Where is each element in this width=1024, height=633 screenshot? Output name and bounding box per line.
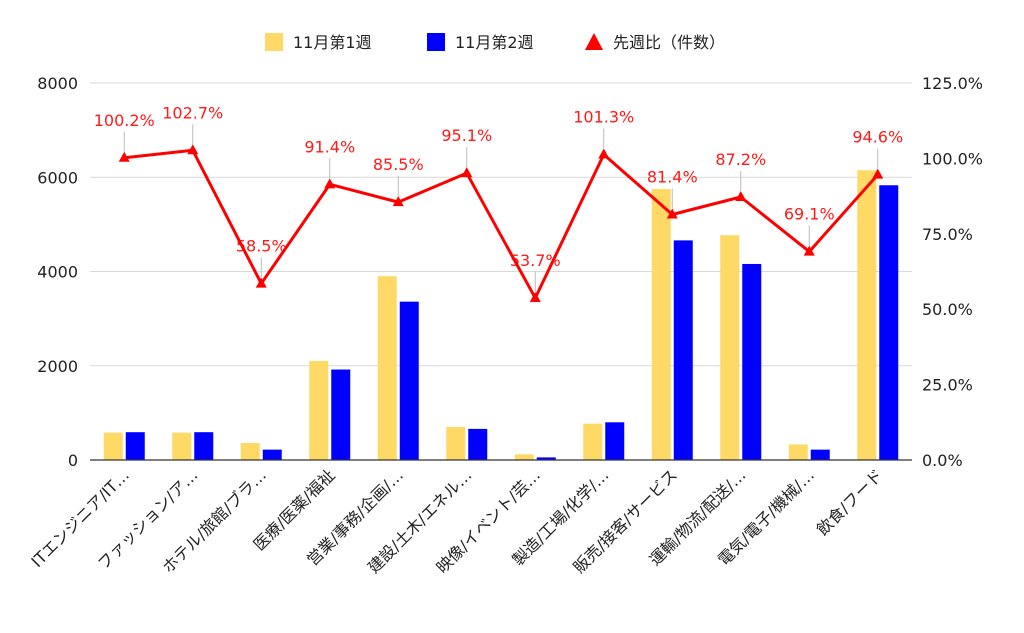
- legend-swatch: [265, 33, 283, 51]
- legend-label: 先週比（件数）: [613, 33, 725, 52]
- ratio-point: [529, 292, 541, 303]
- bar-week1: [514, 454, 534, 460]
- ratio-point: [666, 208, 678, 219]
- bar-week1: [651, 189, 671, 460]
- legend: 11月第1週 11月第2週 先週比（件数）: [265, 33, 725, 52]
- legend-label: 11月第2週: [455, 33, 534, 52]
- y-right-tick-label: 125.0%: [922, 74, 983, 93]
- ratio-point: [392, 196, 404, 207]
- ratio-point: [803, 245, 815, 256]
- bar-week2: [399, 301, 419, 460]
- bar-week1: [446, 427, 466, 460]
- bar-week1: [857, 170, 877, 460]
- ratio-point: [118, 151, 130, 162]
- ratio-data-label: 58.5%: [236, 237, 287, 256]
- ratio-point: [735, 191, 747, 202]
- bar-week2: [810, 449, 830, 460]
- bar-week1: [377, 276, 397, 460]
- axes: 0 2000 4000 6000 8000 0.0% 25.0% 50.0% 75.0% 100.…: [27, 74, 983, 577]
- bar-week2: [262, 449, 282, 460]
- bar-week2: [536, 457, 556, 460]
- ratio-data-label: 85.5%: [373, 155, 424, 174]
- y-left-tick-label: 2000: [37, 357, 78, 376]
- bar-week2: [194, 432, 214, 460]
- ratio-point: [461, 167, 473, 178]
- ratio-data-label: 69.1%: [784, 205, 835, 224]
- ratio-data-label: 94.6%: [852, 128, 903, 147]
- ratio-line-series: 100.2% 102.7% 58.5% 91.4% 85.5% 95.1% 53.7% 101…: [94, 103, 903, 303]
- bar-week2: [605, 422, 625, 460]
- legend-swatch: [427, 33, 445, 51]
- y-right-tick-label: 50.0%: [922, 300, 973, 319]
- bar-week1: [240, 443, 260, 460]
- y-right-tick-label: 25.0%: [922, 376, 973, 395]
- ratio-data-label: 101.3%: [573, 107, 634, 126]
- ratio-data-label: 53.7%: [510, 251, 561, 270]
- legend-ratio: 先週比（件数）: [585, 33, 725, 52]
- bar-week1: [309, 361, 329, 460]
- bar-week2: [742, 263, 762, 460]
- bar-series: [103, 170, 899, 461]
- y-left-tick-label: 6000: [37, 168, 78, 187]
- bar-week1: [720, 235, 740, 460]
- legend-triangle-icon: [585, 33, 603, 50]
- ratio-point: [324, 178, 336, 189]
- ratio-point: [187, 144, 199, 155]
- bar-week1: [788, 444, 808, 460]
- legend-label: 11月第1週: [293, 33, 372, 52]
- bar-week1: [583, 423, 603, 460]
- y-left-tick-label: 4000: [37, 263, 78, 282]
- ratio-point: [872, 168, 884, 179]
- ratio-data-label: 81.4%: [647, 167, 698, 186]
- y-left-tick-label: 8000: [37, 74, 78, 93]
- bar-week1: [172, 432, 192, 460]
- y-right-tick-label: 0.0%: [922, 451, 963, 470]
- bar-week2: [331, 369, 351, 460]
- ratio-data-label: 100.2%: [94, 111, 155, 130]
- ratio-point: [255, 277, 267, 288]
- ratio-point: [598, 148, 610, 159]
- ratio-data-label: 95.1%: [441, 126, 492, 145]
- bar-week2: [879, 185, 899, 461]
- y-right-tick-label: 75.0%: [922, 225, 973, 244]
- ratio-data-label: 87.2%: [715, 150, 766, 169]
- ratio-data-label: 102.7%: [162, 103, 223, 122]
- bar-week1: [103, 432, 123, 460]
- bar-week2: [673, 240, 693, 460]
- y-right-tick-label: 100.0%: [922, 149, 983, 168]
- gridlines: [90, 82, 912, 367]
- ratio-line: [124, 148, 879, 300]
- bar-week2: [468, 428, 488, 460]
- x-category-label: 飲食/フード: [813, 465, 887, 539]
- legend-week2: 11月第2週: [427, 33, 534, 52]
- bar-week2: [125, 432, 145, 460]
- ratio-data-label: 91.4%: [304, 137, 355, 156]
- y-left-tick-label: 0: [68, 451, 78, 470]
- legend-week1: 11月第1週: [265, 33, 372, 52]
